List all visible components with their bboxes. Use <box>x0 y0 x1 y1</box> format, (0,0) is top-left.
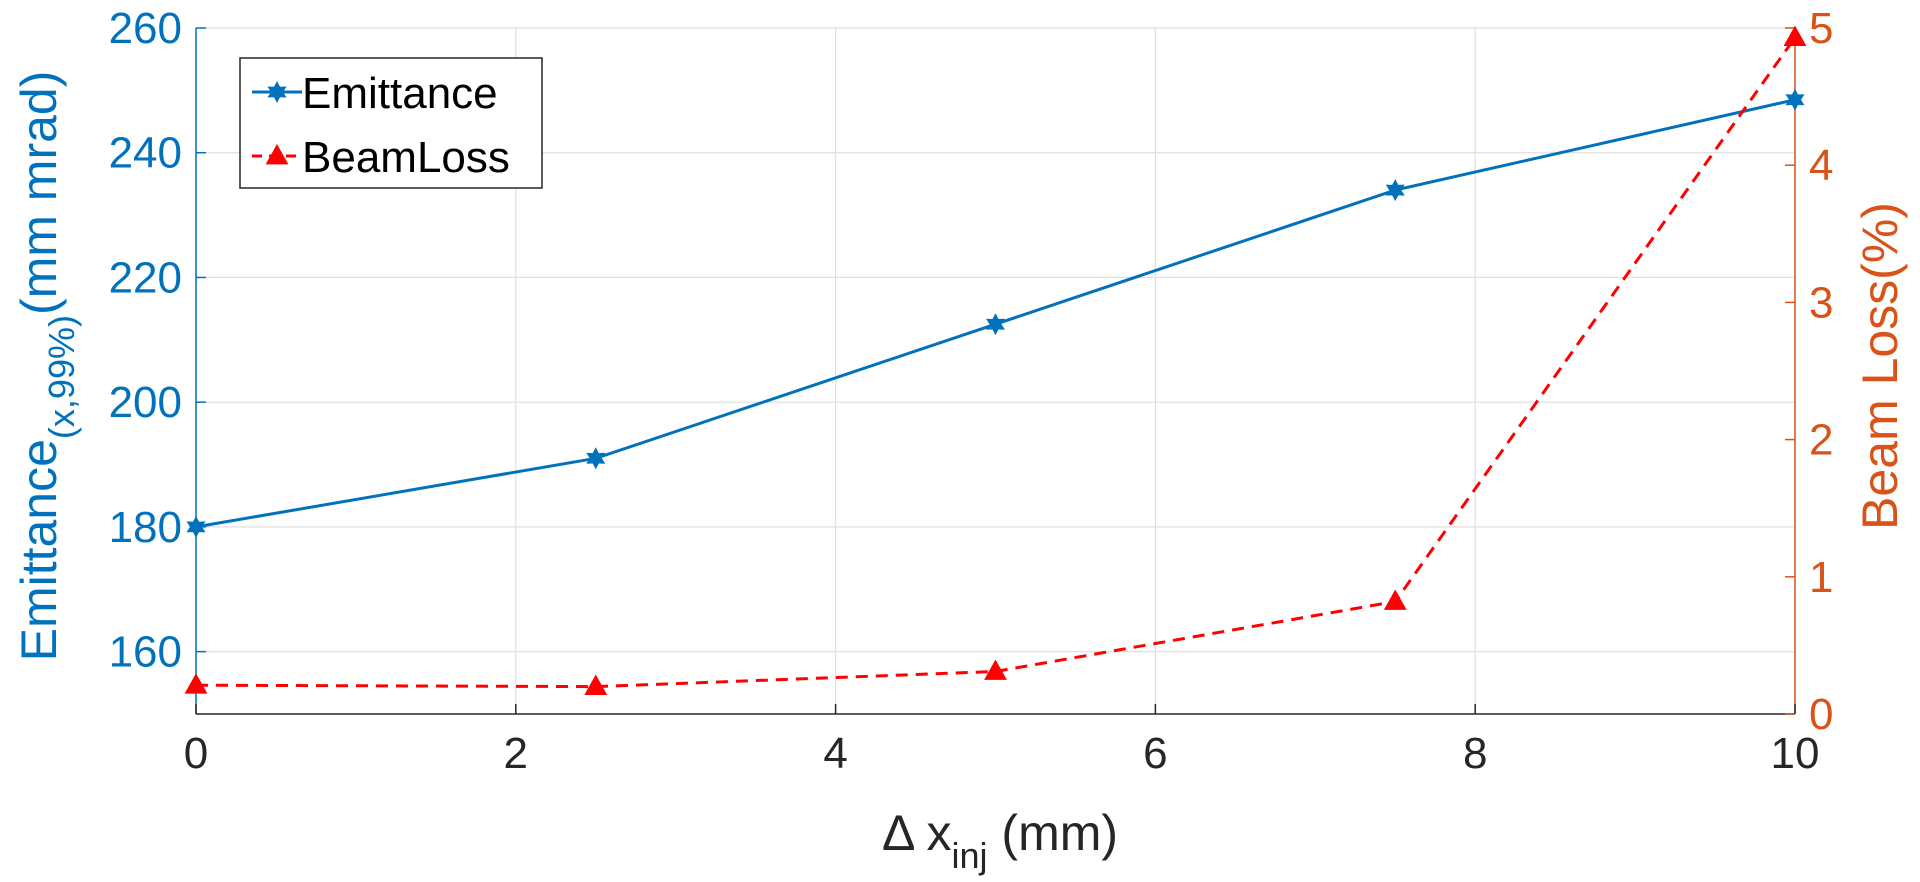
series-layer <box>184 25 1807 695</box>
y-left-axis-label-main: Emittance <box>11 439 67 661</box>
y-left-axis-label-unit: (mm mrad) <box>11 71 67 315</box>
x-tick-label-1: 2 <box>504 729 528 778</box>
point-beamloss-2 <box>984 659 1007 680</box>
x-tick-label-0: 0 <box>184 729 208 778</box>
y-right-tick-label-5: 5 <box>1809 4 1833 53</box>
y-left-tick-label-5: 260 <box>109 4 182 53</box>
y-right-tick-label-4: 4 <box>1809 141 1833 190</box>
y-left-tick-label-0: 160 <box>109 628 182 677</box>
legend: Emittance BeamLoss <box>239 57 543 189</box>
legend-entry-beamloss: BeamLoss <box>252 133 510 182</box>
x-axis-label-sub: inj <box>952 835 988 876</box>
point-emittance-3 <box>1385 179 1405 202</box>
x-tick-label-2: 4 <box>823 729 847 778</box>
x-tick-label-5: 10 <box>1771 729 1820 778</box>
x-axis-label: Δ xinj (mm) <box>882 805 1118 876</box>
x-axis-label-unit: (mm) <box>988 805 1119 861</box>
legend-emittance-label: Emittance <box>302 69 498 118</box>
x-axis-label-main: Δ x <box>882 805 952 861</box>
legend-emittance-marker <box>267 81 287 103</box>
point-beamloss-3 <box>1383 589 1407 610</box>
y-right-tick-label-0: 0 <box>1809 690 1833 739</box>
legend-beamloss-marker <box>265 144 289 165</box>
point-emittance-4 <box>1785 88 1805 111</box>
point-beamloss-1 <box>584 674 608 695</box>
y-left-axis-label-sub: (x,99%) <box>41 315 82 439</box>
x-tick-label-4: 8 <box>1463 729 1487 778</box>
point-emittance-0 <box>186 515 206 538</box>
y-right-tick-label-2: 2 <box>1809 416 1833 465</box>
legend-box <box>239 57 543 189</box>
point-emittance-2 <box>986 313 1005 336</box>
y-right-tick-label-1: 1 <box>1809 553 1833 602</box>
y-left-tick-label-2: 200 <box>109 378 182 427</box>
point-emittance-1 <box>586 447 606 470</box>
point-beamloss-4 <box>1783 25 1807 47</box>
tick-labels: 0 2 4 6 8 10 160 180 200 220 240 260 0 1 2 3 4 5 <box>109 4 1834 778</box>
y-left-tick-label-4: 240 <box>109 129 182 178</box>
y-left-tick-label-1: 180 <box>109 503 182 552</box>
y-left-tick-label-3: 220 <box>109 253 182 302</box>
legend-beamloss-label: BeamLoss <box>302 133 510 182</box>
y-right-axis-label: Beam Loss(%) <box>1852 202 1908 530</box>
y-right-tick-label-3: 3 <box>1809 278 1833 327</box>
series-line-beamloss <box>195 36 1797 689</box>
legend-entry-emittance: Emittance <box>252 69 498 118</box>
x-tick-label-3: 6 <box>1143 729 1167 778</box>
y-left-axis-label: Emittance(x,99%)(mm mrad) <box>11 71 82 662</box>
point-beamloss-0 <box>184 673 208 694</box>
